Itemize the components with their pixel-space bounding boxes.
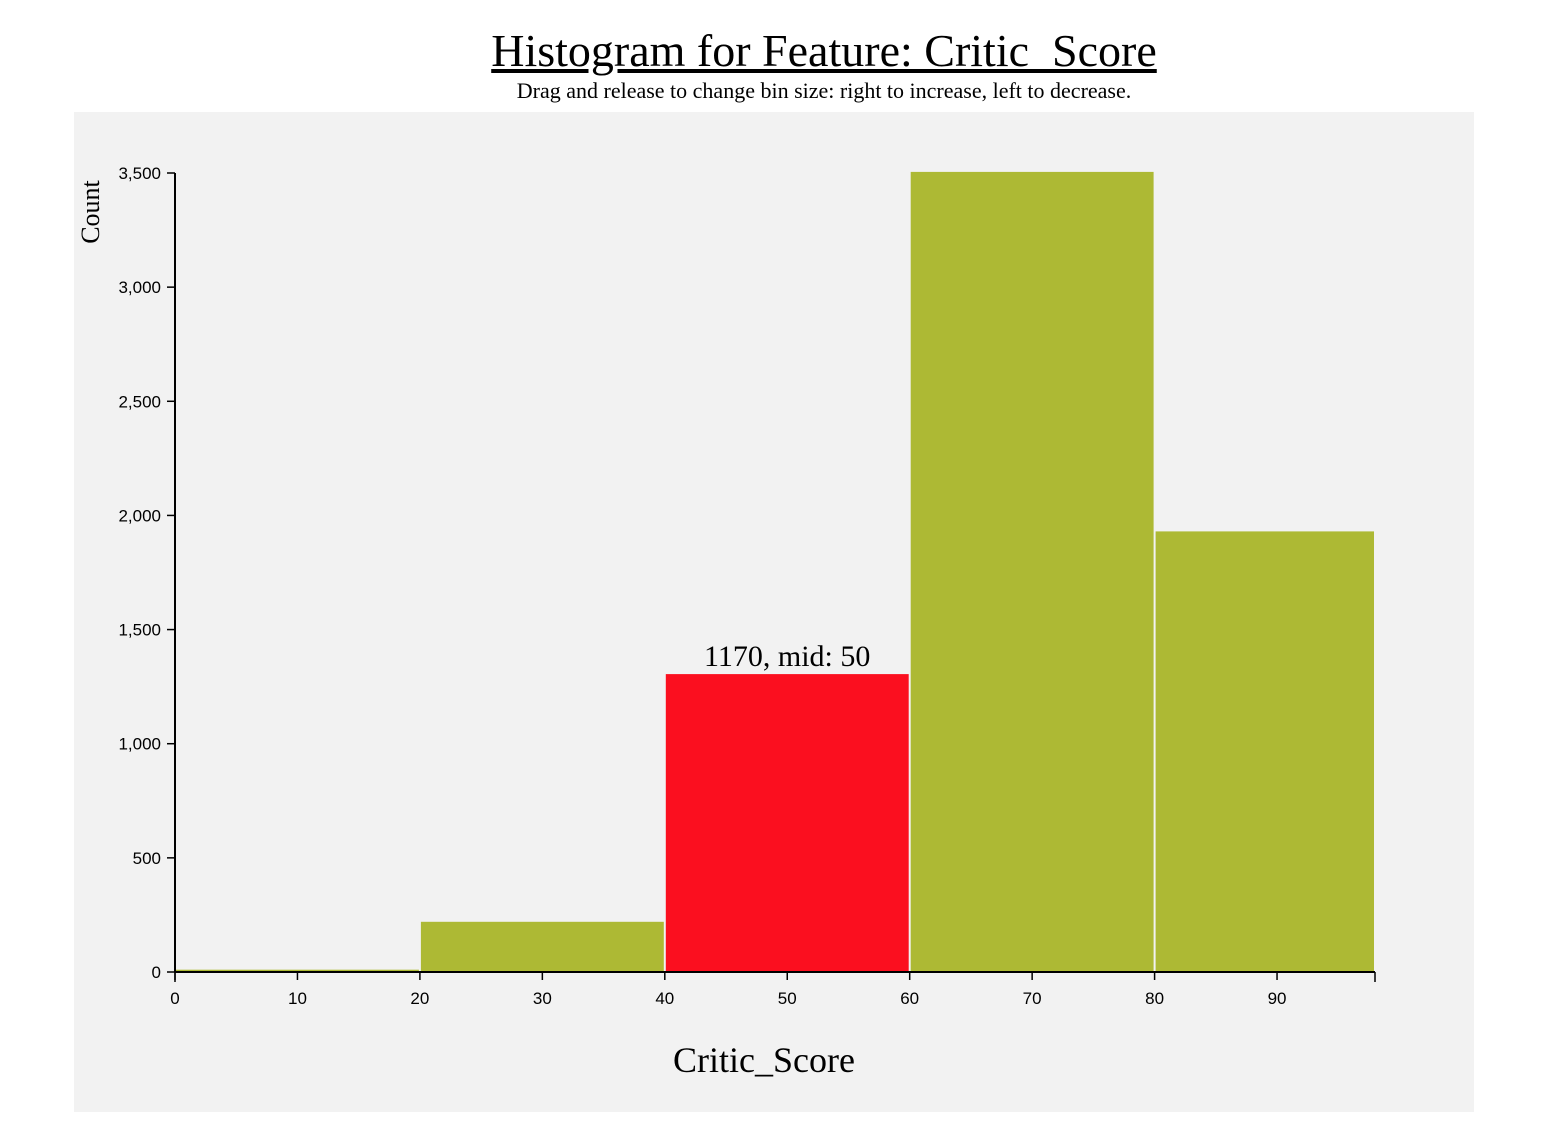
x-tick-label: 60 bbox=[900, 989, 919, 1008]
y-tick-label: 2,500 bbox=[118, 392, 161, 411]
x-tick-label: 50 bbox=[778, 989, 797, 1008]
x-tick-label: 0 bbox=[170, 989, 179, 1008]
bar-value-label: 1170, mid: 50 bbox=[704, 640, 870, 673]
y-tick-label: 1,500 bbox=[118, 621, 161, 640]
x-tick-label: 80 bbox=[1145, 989, 1164, 1008]
histogram-bar[interactable] bbox=[910, 171, 1154, 972]
y-tick-label: 3,500 bbox=[118, 164, 161, 183]
y-axis: 0 500 1,000 1,500 2,000 2,500 3,000 3,500 bbox=[118, 164, 176, 982]
y-tick-label: 3,000 bbox=[118, 278, 161, 297]
x-axis: 0 10 20 30 40 50 60 70 80 90 bbox=[170, 971, 1376, 1008]
y-tick-label: 0 bbox=[152, 963, 161, 982]
y-axis-label: Count bbox=[76, 179, 105, 243]
histogram-bar[interactable] bbox=[420, 921, 664, 972]
bars-group bbox=[176, 171, 1374, 972]
x-tick-label: 10 bbox=[288, 989, 307, 1008]
chart-title: Histogram for Feature: Critic_Score bbox=[491, 25, 1157, 76]
highlight-label-group: 1170, mid: 50 bbox=[704, 640, 870, 673]
x-tick-label: 30 bbox=[533, 989, 552, 1008]
histogram-bar[interactable] bbox=[176, 969, 419, 972]
histogram-bar[interactable] bbox=[665, 674, 909, 972]
y-tick-label: 500 bbox=[133, 849, 161, 868]
y-tick-label: 2,000 bbox=[118, 506, 161, 525]
plot-panel[interactable]: 1170, mid: 50 05001,0001,5002,0002,5003,… bbox=[74, 112, 1474, 1112]
x-tick-label: 40 bbox=[655, 989, 674, 1008]
histogram-bar[interactable] bbox=[1155, 531, 1374, 972]
x-tick-label: 90 bbox=[1268, 989, 1287, 1008]
chart-subtitle: Drag and release to change bin size: rig… bbox=[516, 78, 1132, 103]
y-tick-label: 1,000 bbox=[118, 735, 161, 754]
x-axis-label: Critic_Score bbox=[673, 1040, 855, 1080]
x-tick-label: 70 bbox=[1023, 989, 1042, 1008]
x-tick-label: 20 bbox=[410, 989, 429, 1008]
